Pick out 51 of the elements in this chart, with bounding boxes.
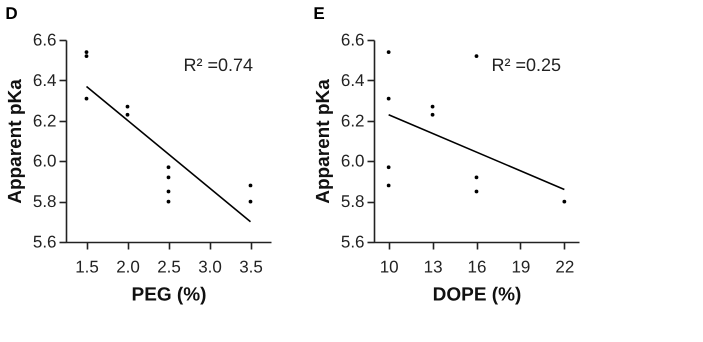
point bbox=[126, 104, 130, 109]
x-tick-label: 1.5 bbox=[75, 258, 99, 276]
x-tick-label: 16 bbox=[468, 258, 486, 276]
point bbox=[474, 190, 478, 194]
y-tick-label: 6.6 bbox=[32, 30, 56, 50]
point bbox=[166, 190, 170, 194]
x-axis-title: PEG (%) bbox=[132, 284, 206, 306]
point bbox=[474, 54, 478, 58]
chart-title: E bbox=[313, 4, 325, 23]
point bbox=[430, 104, 434, 109]
point bbox=[166, 175, 170, 180]
point bbox=[474, 175, 478, 180]
y-tick-label: 6.4 bbox=[32, 70, 56, 90]
y-tick-label: 5.6 bbox=[32, 232, 56, 252]
x-axis-title: DOPE (%) bbox=[432, 284, 522, 306]
y-tick-label: 6.0 bbox=[340, 152, 364, 171]
point bbox=[166, 165, 170, 170]
point bbox=[430, 112, 434, 117]
x-tick-label: 22 bbox=[555, 258, 574, 276]
y-tick-label: 6.4 bbox=[340, 70, 364, 90]
y-tick-label: 6.2 bbox=[32, 111, 56, 130]
point bbox=[84, 50, 88, 54]
point bbox=[562, 200, 566, 204]
point bbox=[386, 96, 391, 100]
x-tick-label: 10 bbox=[380, 258, 399, 276]
point bbox=[386, 184, 391, 188]
y-tick-label: 5.8 bbox=[340, 192, 364, 212]
y-tick-label: 5.6 bbox=[340, 232, 364, 252]
x-tick-label: 3.0 bbox=[198, 258, 222, 276]
point bbox=[126, 112, 130, 117]
x-tick-label: 3.5 bbox=[239, 258, 263, 276]
y-axis-title: Apparent pKa bbox=[4, 78, 26, 204]
point bbox=[84, 54, 88, 58]
point bbox=[166, 200, 170, 204]
chart-title: D bbox=[5, 4, 18, 23]
y-tick-label: 6.0 bbox=[32, 152, 56, 171]
x-tick-label: 2.0 bbox=[116, 258, 140, 276]
annotation: R² =0.25 bbox=[491, 55, 561, 75]
x-tick-label: 19 bbox=[511, 258, 530, 276]
x-tick-label: 2.5 bbox=[157, 258, 181, 276]
y-tick-label: 5.8 bbox=[32, 192, 56, 212]
y-axis-title: Apparent pKa bbox=[312, 78, 334, 204]
point bbox=[84, 96, 88, 100]
point bbox=[386, 50, 391, 54]
point bbox=[386, 165, 391, 170]
y-tick-label: 6.2 bbox=[340, 111, 364, 130]
x-tick-label: 13 bbox=[424, 258, 443, 276]
point bbox=[248, 200, 252, 204]
point bbox=[248, 184, 252, 188]
y-tick-label: 6.6 bbox=[340, 30, 364, 50]
annotation: R² =0.74 bbox=[183, 55, 253, 75]
